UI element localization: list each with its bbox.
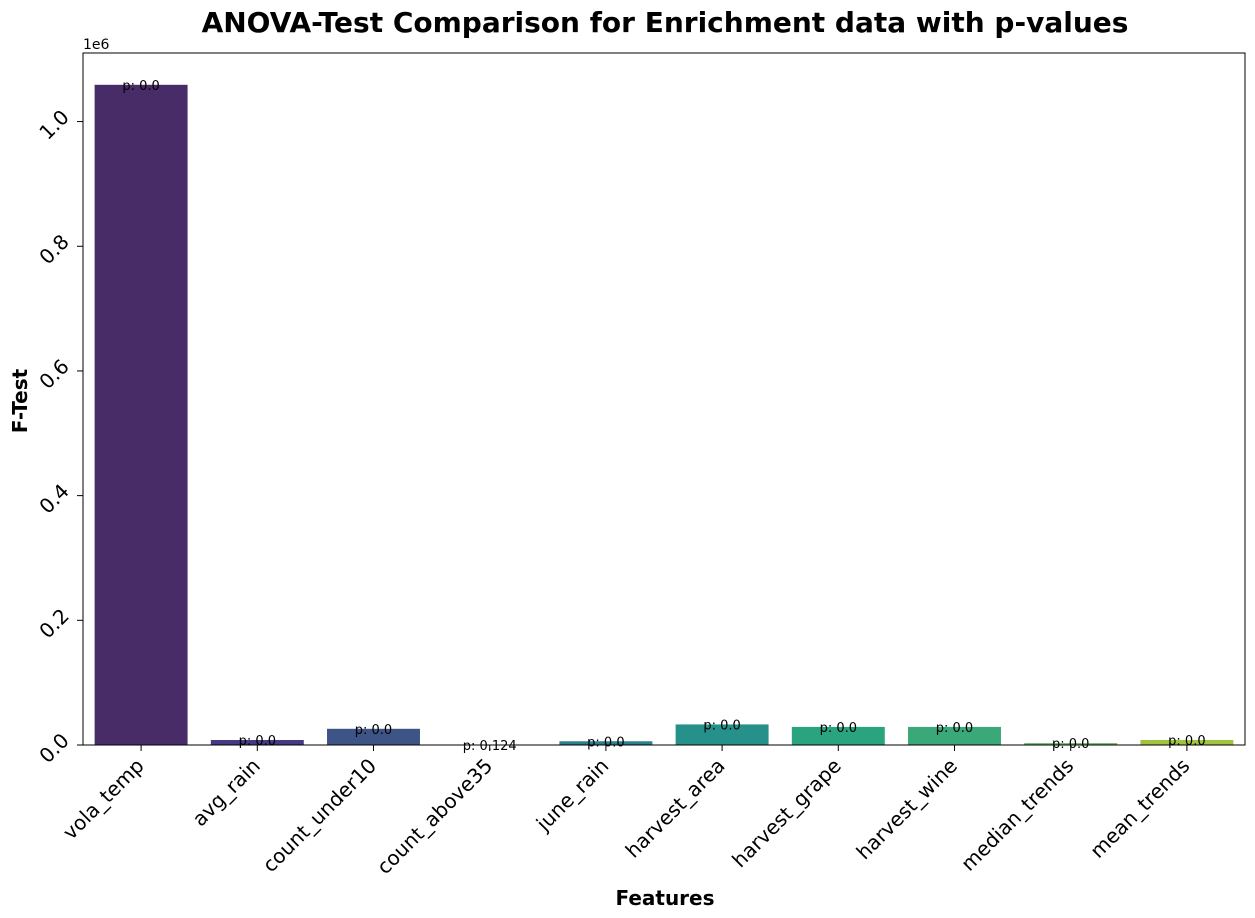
x-axis-label: Features xyxy=(615,886,714,910)
bar-mean_trends xyxy=(1140,740,1234,745)
x-tick-label-median_trends: median_trends xyxy=(956,754,1078,876)
bar-label-count_under10: p: 0.0 xyxy=(355,723,392,738)
bar-harvest_wine xyxy=(908,726,1001,745)
y-tick-label: 0.4 xyxy=(34,479,73,518)
plot-area: p: 0.0p: 0.0p: 0.0p: 0.124 p: 0.0p: 0.0 p:… xyxy=(34,52,1246,879)
x-tick-label-count_above35: count_above35 xyxy=(372,754,497,879)
chart-title: ANOVA-Test Comparison for Enrichment dat… xyxy=(202,6,1129,39)
bar-label-harvest_grape: p: 0.0 xyxy=(820,721,857,736)
plot-frame xyxy=(82,52,1246,746)
x-tick-label-count_under10: count_under10 xyxy=(258,754,381,877)
bar-june_rain xyxy=(559,741,653,745)
y-axis-label: F-Test xyxy=(8,368,32,433)
bar-label-june_rain: p: 0.0 xyxy=(587,735,624,750)
y-tick-label: 1.0 xyxy=(34,105,73,144)
x-tick-label-vola_temp: vola_temp xyxy=(58,754,149,845)
y-tick-label: 0.0 xyxy=(34,728,73,767)
bar-harvest_area xyxy=(675,724,769,745)
y-axis-offset-label: 1e6 xyxy=(83,37,110,53)
bar-count_under10 xyxy=(327,728,420,745)
x-tick-label-avg_rain: avg_rain xyxy=(187,754,264,831)
bar-vola_temp xyxy=(94,84,188,745)
x-tick-label-harvest_grape: harvest_grape xyxy=(727,754,846,873)
x-tick-label-june_rain: june_rain xyxy=(531,754,614,837)
x-tick-label-harvest_area: harvest_area xyxy=(621,754,730,863)
bar-label-harvest_area: p: 0.0 xyxy=(703,718,740,733)
bar-median_trends xyxy=(1024,743,1118,745)
y-tick-label: 0.8 xyxy=(34,230,73,269)
bar-label-vola_temp: p: 0.0 xyxy=(122,79,159,94)
x-tick-label-mean_trends: mean_trends xyxy=(1085,754,1194,863)
bar-harvest_grape xyxy=(791,726,885,745)
y-tick-label: 0.2 xyxy=(34,604,73,643)
x-tick-label-harvest_wine: harvest_wine xyxy=(851,754,962,865)
y-tick-label: 0.6 xyxy=(34,354,73,393)
bar-label-harvest_wine: p: 0.0 xyxy=(936,721,973,736)
bar-avg_rain xyxy=(210,740,304,745)
